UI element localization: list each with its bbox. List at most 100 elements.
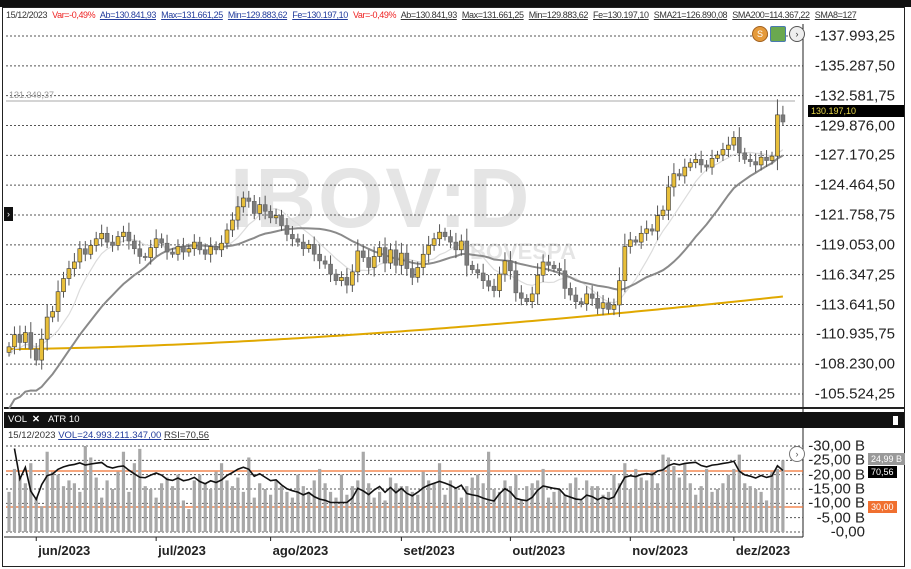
price-tick-label: -119.053,00 bbox=[816, 236, 895, 254]
s-coin-icon[interactable]: S bbox=[752, 26, 768, 42]
info-open[interactable]: Ab=130.841,93 bbox=[99, 10, 157, 20]
volume-bar bbox=[252, 497, 256, 532]
candle-body bbox=[350, 271, 355, 286]
volume-bar bbox=[732, 468, 736, 532]
candle-body bbox=[159, 238, 164, 244]
chevron-right-circle-icon[interactable]: › bbox=[789, 26, 805, 42]
candle-body bbox=[170, 251, 175, 255]
volume-bar bbox=[514, 474, 518, 532]
globe-icon[interactable] bbox=[770, 26, 786, 42]
candle-body bbox=[251, 201, 257, 214]
candle-body bbox=[306, 244, 312, 250]
watermark-symbol: IBOV:D bbox=[230, 151, 532, 245]
candle-body bbox=[611, 304, 617, 310]
month-label: jul/2023 bbox=[158, 543, 206, 558]
volume-bar bbox=[437, 463, 442, 532]
price-tick-label: -110.935,75 bbox=[816, 325, 895, 343]
volume-bar bbox=[154, 497, 158, 532]
info-close[interactable]: Fe=130.197,10 bbox=[292, 10, 348, 20]
chevron-right-circle-icon[interactable]: › bbox=[789, 446, 805, 462]
candle-body bbox=[758, 156, 764, 166]
volume-tick-label: -20,00 B bbox=[808, 466, 865, 484]
ind-rsi[interactable]: RSI=70,56 bbox=[163, 430, 210, 441]
candle-body bbox=[268, 210, 273, 219]
info-sma200[interactable]: SMA200=114.367,22 bbox=[732, 10, 810, 20]
tab-vol[interactable]: VOL bbox=[8, 414, 28, 425]
volume-bar bbox=[78, 491, 82, 532]
month-label: nov/2023 bbox=[632, 543, 688, 558]
volume-tick-label: -15,00 B bbox=[808, 480, 865, 498]
volume-bar bbox=[247, 457, 251, 532]
candle-body bbox=[104, 232, 110, 243]
volume-bar bbox=[67, 480, 71, 532]
volume-bar bbox=[416, 494, 420, 532]
volume-bar bbox=[72, 483, 76, 532]
price-tick-label: -132.581,75 bbox=[814, 87, 895, 105]
candle-body bbox=[126, 231, 132, 242]
candle-body bbox=[181, 246, 186, 253]
candle-body bbox=[99, 232, 104, 240]
volume-bar bbox=[138, 448, 142, 532]
info-min[interactable]: Min=129.883,62 bbox=[227, 10, 288, 20]
volume-bar bbox=[579, 500, 583, 532]
candle-body bbox=[279, 215, 284, 226]
volume-bar bbox=[100, 497, 104, 532]
volume-bar bbox=[34, 497, 38, 532]
volume-bar bbox=[764, 500, 769, 532]
volume-bar bbox=[536, 480, 540, 532]
volume-bar bbox=[666, 457, 671, 532]
candle-body bbox=[497, 273, 502, 291]
volume-bar bbox=[443, 494, 447, 532]
candle-body bbox=[355, 250, 361, 273]
candle-body bbox=[469, 264, 475, 270]
info-open-2[interactable]: Ab=130.841,93 bbox=[400, 10, 458, 20]
volume-bar bbox=[214, 471, 218, 532]
candle-body bbox=[644, 228, 649, 234]
info-max-2[interactable]: Max=131.661,25 bbox=[461, 10, 524, 20]
volume-bar bbox=[176, 474, 180, 532]
volume-bar bbox=[241, 491, 245, 532]
candle-body bbox=[415, 267, 421, 278]
candle-body bbox=[524, 298, 530, 302]
expand-panel-icon[interactable]: › bbox=[4, 207, 13, 221]
volume-bar bbox=[748, 486, 752, 532]
volume-bar bbox=[606, 491, 611, 532]
volume-bar bbox=[345, 494, 349, 532]
candle-body bbox=[300, 241, 306, 250]
info-max[interactable]: Max=131.661,25 bbox=[161, 10, 223, 20]
info-sma21[interactable]: SMA21=126.890,08 bbox=[653, 10, 728, 20]
candle-body bbox=[219, 242, 224, 251]
volume-bar bbox=[209, 489, 213, 532]
info-sma8[interactable]: SMA8=127 bbox=[814, 10, 857, 20]
volume-bar bbox=[617, 483, 621, 532]
volume-bar bbox=[590, 486, 594, 532]
volume-bar bbox=[339, 474, 344, 532]
volume-tick-label: -30,00 B bbox=[808, 437, 865, 455]
month-label: ago/2023 bbox=[272, 543, 329, 558]
menu-bar bbox=[0, 0, 911, 7]
candle-body bbox=[295, 238, 301, 243]
volume-bar bbox=[487, 451, 491, 532]
candle-body bbox=[344, 277, 350, 286]
candle-body bbox=[208, 246, 213, 255]
info-close-2[interactable]: Fe=130.197,10 bbox=[593, 10, 649, 20]
tab-atr[interactable]: ATR 10 bbox=[48, 414, 80, 425]
info-min-2[interactable]: Min=129.883,62 bbox=[528, 10, 589, 20]
candle-body bbox=[671, 173, 677, 188]
volume-bar bbox=[274, 480, 278, 532]
ind-vol[interactable]: VOL=24.993.211.347,00 bbox=[58, 430, 162, 441]
candle-body bbox=[399, 252, 404, 266]
price-tick-label: -135.287,50 bbox=[814, 57, 895, 75]
close-tab-button[interactable]: ✕ bbox=[32, 414, 40, 425]
candle-body bbox=[453, 241, 459, 251]
panel-menu-icon[interactable] bbox=[893, 416, 898, 425]
candle-body bbox=[655, 215, 660, 232]
volume-bar bbox=[568, 483, 572, 532]
volume-tag: 24,99 B bbox=[868, 453, 906, 465]
volume-bar bbox=[51, 471, 55, 532]
volume-bar bbox=[388, 477, 393, 532]
volume-bar bbox=[40, 506, 44, 532]
candle-body bbox=[339, 277, 344, 282]
volume-bar bbox=[290, 497, 294, 532]
